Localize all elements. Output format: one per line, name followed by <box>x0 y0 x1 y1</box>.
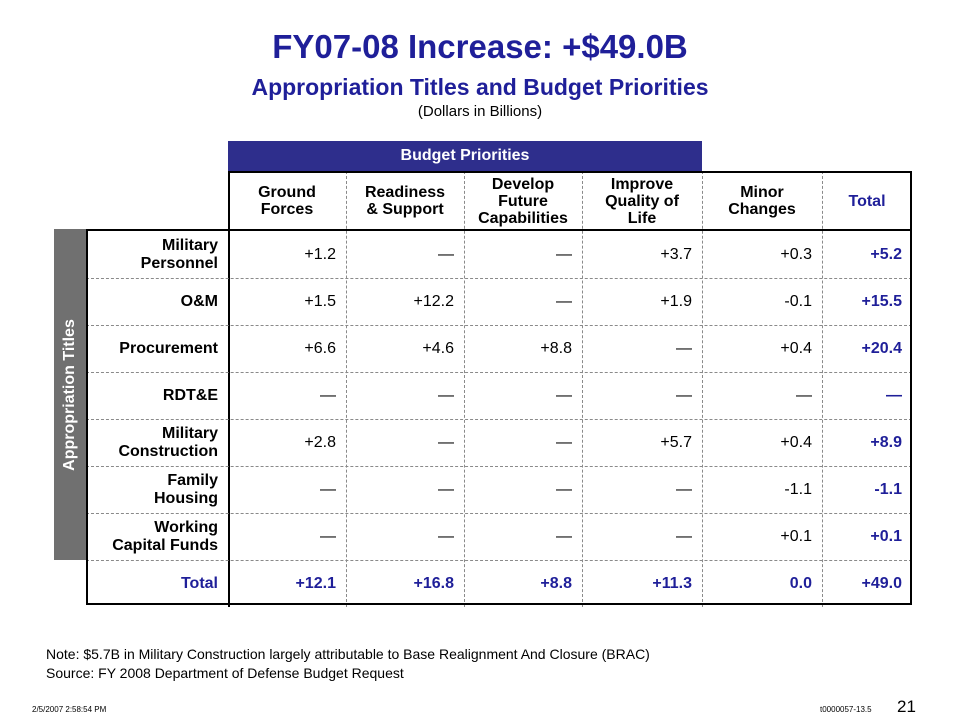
table-cell: +6.6 <box>304 339 336 357</box>
row-divider <box>86 513 912 514</box>
table-cell: — <box>438 480 454 498</box>
table-cell: — <box>438 386 454 404</box>
row-divider <box>86 325 912 326</box>
table-cell: +8.8 <box>540 339 572 357</box>
column-divider <box>822 171 823 607</box>
table-cell: — <box>556 292 572 310</box>
table-cell: +4.6 <box>422 339 454 357</box>
table-cell: +0.1 <box>780 527 812 545</box>
page-subtitle: Appropriation Titles and Budget Prioriti… <box>251 74 709 100</box>
table-cell: — <box>556 386 572 404</box>
row-label: Family Housing <box>154 471 218 507</box>
row-label: Military Construction <box>118 424 218 460</box>
table-cell: +11.3 <box>652 574 692 592</box>
table-cell: — <box>556 245 572 263</box>
column-divider <box>346 171 347 607</box>
table-cell: — <box>676 386 692 404</box>
column-header: Ground Forces <box>258 184 316 218</box>
table-cell: +1.9 <box>660 292 692 310</box>
row-label: Total <box>180 574 218 592</box>
note-text: Note: $5.7B in Military Construction lar… <box>46 646 650 662</box>
table-cell: — <box>320 527 336 545</box>
column-divider <box>228 171 230 607</box>
column-divider <box>702 171 703 607</box>
appropriation-titles-label: Appropriation Titles <box>61 318 78 471</box>
table-cell: +49.0 <box>861 574 902 592</box>
table-cell: — <box>676 480 692 498</box>
row-label: O&M <box>180 292 218 310</box>
column-header: Develop Future Capabilities <box>478 175 568 227</box>
table-cell: +0.1 <box>870 527 902 545</box>
column-divider <box>582 171 583 607</box>
table-cell: -0.1 <box>784 292 812 310</box>
table-cell: — <box>438 433 454 451</box>
table-cell: +1.2 <box>304 245 336 263</box>
row-divider <box>86 278 912 279</box>
table-cell: +1.5 <box>304 292 336 310</box>
column-header: Readiness & Support <box>364 184 446 218</box>
table-cell: — <box>886 386 902 404</box>
footer-timestamp: 2/5/2007 2:58:54 PM <box>32 705 107 714</box>
table-cell: 0.0 <box>789 574 812 592</box>
table-cell: — <box>320 386 336 404</box>
page-number: 21 <box>897 697 916 716</box>
page-title: FY07-08 Increase: +$49.0B <box>272 28 688 65</box>
table-cell: +12.2 <box>413 292 454 310</box>
table-cell: +15.5 <box>861 292 902 310</box>
footer-code: t0000057-13.5 <box>820 705 872 714</box>
table-cell: — <box>676 527 692 545</box>
notes: Note: $5.7B in Military Construction lar… <box>46 645 650 683</box>
table-cell: — <box>438 245 454 263</box>
row-divider <box>86 372 912 373</box>
table-cell: +16.8 <box>413 574 454 592</box>
row-label: Working Capital Funds <box>112 518 218 554</box>
budget-priorities-label: Budget Priorities <box>400 147 530 164</box>
column-header: Improve Quality of Life <box>605 175 679 227</box>
row-divider <box>86 419 912 420</box>
table-cell: +20.4 <box>861 339 902 357</box>
table-cell: — <box>438 527 454 545</box>
table-cell: +8.8 <box>540 574 572 592</box>
table-cell: +8.9 <box>870 433 902 451</box>
table-cell: +5.7 <box>660 433 692 451</box>
table-cell: +3.7 <box>660 245 692 263</box>
budget-priorities-header: Budget Priorities <box>228 141 702 171</box>
column-divider <box>464 171 465 607</box>
table-cell: +0.4 <box>780 339 812 357</box>
row-divider <box>86 466 912 467</box>
source-text: Source: FY 2008 Department of Defense Bu… <box>46 665 404 681</box>
table-cell: — <box>556 480 572 498</box>
table-cell: +5.2 <box>870 245 902 263</box>
table-cell: +0.3 <box>780 245 812 263</box>
table-cell: — <box>676 339 692 357</box>
table-cell: — <box>320 480 336 498</box>
row-divider <box>86 560 912 561</box>
table-cell: -1.1 <box>874 480 902 498</box>
table-cell: — <box>796 386 812 404</box>
table-cell: — <box>556 433 572 451</box>
appropriation-titles-bar: Appropriation Titles <box>54 229 86 560</box>
table-cell: — <box>556 527 572 545</box>
row-label: RDT&E <box>162 386 218 404</box>
table-cell: +2.8 <box>304 433 336 451</box>
units-label: (Dollars in Billions) <box>417 103 543 120</box>
row-label: Procurement <box>119 339 218 357</box>
table-cell: +12.1 <box>295 574 336 592</box>
table-cell: +0.4 <box>780 433 812 451</box>
column-header: Minor Changes <box>728 184 796 218</box>
row-label: Military Personnel <box>140 236 218 272</box>
column-header: Total <box>848 192 886 210</box>
table-cell: -1.1 <box>784 480 812 498</box>
